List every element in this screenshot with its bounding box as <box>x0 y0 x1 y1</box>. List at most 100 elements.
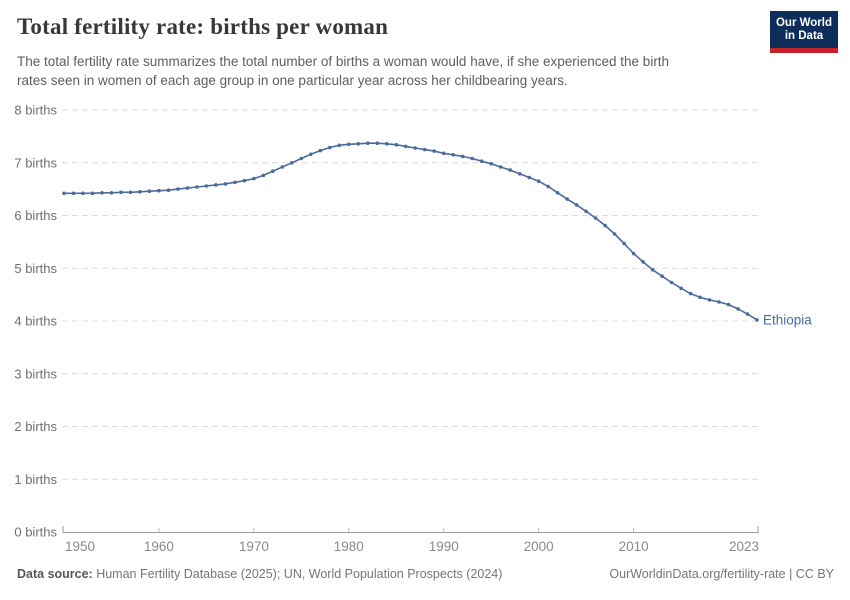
data-point <box>261 173 266 178</box>
y-tick-label: 1 births <box>14 472 57 487</box>
x-tick-label: 1970 <box>239 539 269 554</box>
data-point <box>489 162 494 166</box>
x-tick-label: 1990 <box>429 539 459 554</box>
data-point <box>166 188 171 192</box>
data-point <box>185 186 190 190</box>
y-tick-label: 7 births <box>14 155 57 170</box>
y-tick-label: 4 births <box>14 314 57 329</box>
data-point <box>622 241 626 246</box>
data-point <box>81 191 85 196</box>
y-tick-label: 2 births <box>14 419 57 434</box>
data-point <box>603 223 607 228</box>
data-point <box>147 189 152 193</box>
subtitle-line-2: rates seen in women of each age group in… <box>17 73 568 88</box>
owid-url-license-link[interactable]: OurWorldinData.org/fertility-rate | CC B… <box>609 567 834 581</box>
data-point <box>536 179 541 183</box>
data-point <box>404 144 408 149</box>
data-point <box>90 191 95 196</box>
data-point <box>422 147 427 152</box>
data-point <box>736 307 740 311</box>
data-point <box>337 143 342 148</box>
data-point <box>508 168 512 172</box>
data-point <box>109 191 114 195</box>
data-point <box>527 175 531 180</box>
data-point <box>394 143 399 147</box>
data-point <box>745 312 750 316</box>
y-tick-label: 0 births <box>14 525 57 540</box>
data-point <box>214 183 218 187</box>
data-point <box>157 188 161 193</box>
data-point <box>641 260 645 264</box>
data-point <box>280 165 285 169</box>
data-point <box>612 232 617 236</box>
data-point <box>698 295 702 300</box>
x-tick-label: 1980 <box>334 539 364 554</box>
series-label-ethiopia[interactable]: Ethiopia <box>763 312 812 327</box>
data-point <box>223 182 228 186</box>
data-point <box>584 209 588 214</box>
data-point <box>100 191 104 195</box>
data-source-text: Human Fertility Database (2025); UN, Wor… <box>92 567 503 581</box>
data-point <box>726 302 731 307</box>
data-point <box>498 165 503 169</box>
data-point <box>669 280 674 285</box>
data-point <box>460 154 465 159</box>
x-tick-label: 2023 <box>729 539 759 554</box>
data-point <box>631 251 636 256</box>
data-point <box>366 141 370 145</box>
data-point <box>565 197 569 201</box>
x-tick-label: 1960 <box>144 539 174 554</box>
owid-logo-stripe <box>770 48 838 53</box>
owid-logo-text: Our World in Data <box>770 11 838 48</box>
data-point <box>356 142 361 146</box>
data-point <box>451 153 456 157</box>
data-point <box>413 146 418 150</box>
chart-subtitle: The total fertility rate summarizes the … <box>17 52 669 90</box>
data-point <box>119 190 123 195</box>
data-point <box>195 185 199 189</box>
y-tick-label: 6 births <box>14 208 57 223</box>
data-point <box>679 286 683 291</box>
data-point <box>593 216 598 220</box>
data-point <box>470 156 475 161</box>
data-point <box>517 172 522 176</box>
data-point <box>441 151 446 156</box>
data-point <box>233 180 237 185</box>
data-point <box>347 142 351 147</box>
data-point <box>71 191 76 196</box>
data-point <box>555 191 560 195</box>
data-point <box>242 178 247 183</box>
data-point <box>717 300 721 304</box>
data-point <box>688 291 693 296</box>
x-tick-label: 2010 <box>619 539 649 554</box>
y-tick-label: 5 births <box>14 261 57 276</box>
y-tick-label: 8 births <box>14 103 57 118</box>
data-point <box>309 152 313 157</box>
data-point <box>128 190 133 195</box>
subtitle-line-1: The total fertility rate summarizes the … <box>17 54 670 69</box>
data-point <box>271 169 275 173</box>
data-point <box>707 298 712 302</box>
data-point <box>755 318 759 322</box>
data-point <box>650 268 655 272</box>
data-point <box>385 142 389 146</box>
owid-logo[interactable]: Our World in Data <box>770 11 838 53</box>
data-point <box>252 176 256 181</box>
data-point <box>546 184 550 189</box>
data-point <box>204 184 209 188</box>
data-point <box>138 190 142 194</box>
data-source-label: Data source: <box>17 567 93 581</box>
data-source-note: Data source: Human Fertility Database (2… <box>17 567 502 581</box>
data-point <box>176 187 180 191</box>
data-point <box>290 161 294 165</box>
data-point <box>375 141 380 145</box>
fertility-line <box>63 142 758 321</box>
data-point <box>328 145 332 150</box>
x-tick-label: 1950 <box>65 539 95 554</box>
y-tick-label: 3 births <box>14 366 57 381</box>
data-point <box>62 191 66 196</box>
data-point <box>318 148 323 153</box>
data-point <box>299 156 304 161</box>
